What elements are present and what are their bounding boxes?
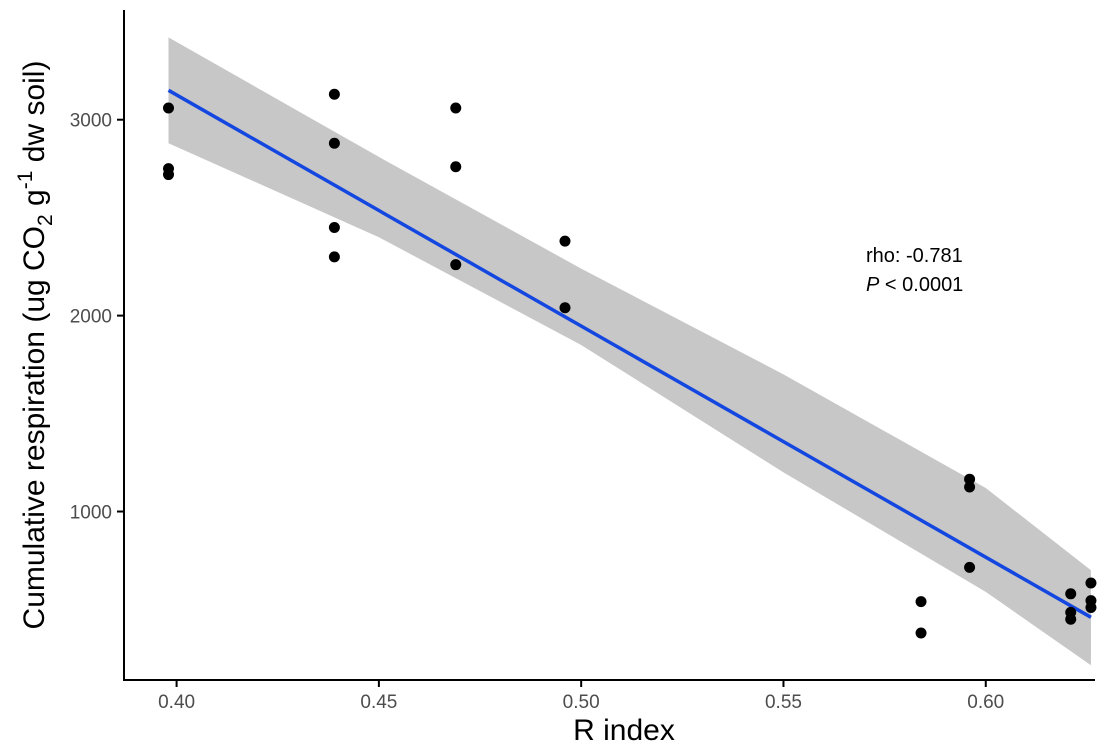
- x-tick-label: 0.55: [765, 692, 802, 713]
- data-point: [1065, 588, 1077, 600]
- data-point: [559, 235, 571, 247]
- data-point: [1085, 602, 1097, 614]
- data-point: [328, 137, 340, 149]
- data-point: [964, 473, 976, 485]
- data-point: [328, 88, 340, 100]
- annotation-rho: rho: -0.781: [866, 245, 963, 267]
- x-axis-ticks: 0.40 0.45 0.50 0.55 0.60: [158, 680, 1004, 713]
- y-axis-title: Cumulative respiration (ug CO2 g-1 dw so…: [14, 61, 57, 630]
- data-point: [328, 251, 340, 263]
- points-layer: [163, 88, 1097, 639]
- y-axis-title-mid: g: [18, 189, 51, 214]
- data-point: [328, 221, 340, 233]
- data-point: [1065, 613, 1077, 625]
- y-tick-label: 3000: [70, 111, 112, 132]
- data-point: [915, 627, 927, 639]
- data-point: [964, 561, 976, 573]
- x-tick-label: 0.50: [563, 692, 600, 713]
- y-axis-ticks: 1000 2000 3000: [70, 111, 124, 524]
- x-axis-title: R index: [573, 714, 675, 747]
- data-point: [450, 102, 462, 114]
- y-axis-title-prefix: Cumulative respiration (ug CO: [18, 226, 51, 630]
- data-point: [450, 259, 462, 271]
- data-point: [915, 596, 927, 608]
- annotation-p-value: P < 0.0001: [866, 274, 963, 296]
- data-point: [163, 169, 175, 181]
- data-point: [163, 102, 175, 114]
- y-tick-label: 2000: [70, 307, 112, 328]
- x-tick-label: 0.45: [360, 692, 397, 713]
- x-tick-label: 0.60: [967, 692, 1004, 713]
- y-axis-title-suffix: dw soil): [18, 61, 51, 171]
- data-point: [1085, 577, 1097, 589]
- y-axis-title-subscript: 2: [34, 214, 57, 226]
- fit-line-layer: [167, 88, 1092, 619]
- annotation-p-symbol: P: [866, 274, 880, 296]
- confidence-band-layer: [168, 37, 1091, 666]
- y-tick-label: 1000: [70, 503, 112, 524]
- y-axis-title-superscript: -1: [14, 171, 37, 190]
- data-point: [559, 302, 571, 314]
- x-tick-label: 0.40: [158, 692, 195, 713]
- data-point: [450, 161, 462, 173]
- data-point: [964, 481, 976, 493]
- confidence-band: [168, 37, 1091, 666]
- annotation-p-rest: < 0.0001: [879, 274, 963, 296]
- regression-line: [167, 88, 1092, 619]
